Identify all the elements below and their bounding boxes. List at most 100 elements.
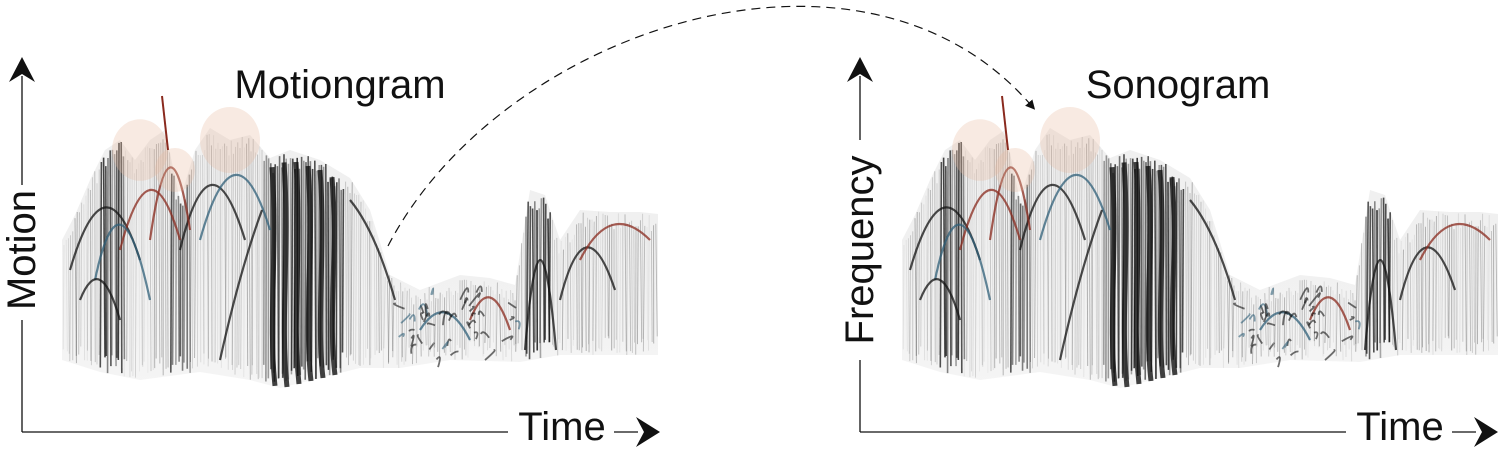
spectro-streak: [352, 193, 355, 361]
spectro-blob: [393, 302, 405, 310]
spectro-streak: [556, 237, 559, 356]
spectro-streak: [971, 157, 973, 372]
spectro-blob: [1313, 331, 1319, 340]
spectro-streak: [949, 150, 952, 367]
spectro-blob: [1262, 312, 1271, 323]
spectro-streak: [1312, 284, 1316, 347]
spectro-streak: [1097, 154, 1099, 380]
spectro-streak: [1378, 208, 1382, 359]
spectro-streak: [90, 177, 94, 366]
spectro-contour: [93, 223, 152, 301]
spectro-blob: [420, 312, 424, 321]
spectro-streak: [313, 160, 317, 380]
spectro-blob: [435, 356, 441, 368]
spectro-streak: [1250, 297, 1253, 349]
up-arrow-icon: [847, 57, 873, 82]
spectro-streak: [1067, 155, 1070, 370]
spectro-streak: [439, 292, 441, 358]
spectro-streak: [1323, 281, 1325, 354]
spectro-streak: [528, 206, 532, 360]
spectro-blob: [1308, 305, 1315, 313]
spectro-streak: [206, 134, 209, 359]
spectro-streak: [1070, 140, 1074, 370]
spectro-streak: [1427, 217, 1430, 345]
spectro-streak: [257, 154, 259, 380]
spectro-blob: [1324, 349, 1336, 361]
spectro-bar: [293, 161, 302, 385]
spectro-streak: [1071, 153, 1074, 366]
spectro-streak: [1150, 168, 1154, 372]
spectro-streak: [1179, 189, 1183, 373]
spectro-contour: [579, 223, 651, 261]
spectro-streak: [339, 189, 343, 373]
spectro-highlight: [1040, 107, 1100, 173]
spectro-streak: [499, 293, 502, 352]
spectro-streak: [1243, 287, 1246, 365]
spectro-wash: [902, 128, 1498, 388]
spectro-streak: [1210, 220, 1213, 359]
spectro-streak: [328, 178, 332, 376]
spectro-streak: [1479, 220, 1483, 343]
spectro-streak: [914, 218, 917, 364]
spectro-streak: [1490, 231, 1493, 342]
spectro-streak: [1226, 280, 1230, 363]
spectro-streak: [202, 154, 205, 354]
spectro-streak: [517, 265, 520, 344]
spectro-streak: [1050, 145, 1053, 362]
spectro-streak: [1409, 242, 1412, 353]
spectro-streak: [1046, 134, 1049, 359]
spectro-streak: [304, 162, 307, 380]
spectro-streak: [1256, 296, 1259, 347]
spectro-streak: [1017, 195, 1020, 362]
spectro-streak: [1155, 170, 1158, 379]
spectro-streak: [99, 161, 103, 368]
spectro-streak: [170, 173, 173, 373]
spectro-blob: [461, 298, 469, 311]
spectro-highlight: [155, 148, 195, 192]
spectro-streak: [905, 239, 908, 352]
spectro-blob: [408, 328, 415, 332]
right-arrow-icon: [1474, 417, 1498, 447]
spectro-streak: [310, 168, 314, 372]
spectro-blob: [1270, 287, 1274, 296]
spectro-streak: [1422, 212, 1424, 348]
spectro-streak: [510, 290, 513, 362]
spectro-streak: [158, 143, 161, 364]
spectro-streak: [164, 142, 167, 369]
spectro-streak: [1036, 154, 1039, 367]
spectro-streak: [380, 252, 382, 351]
spectro-streak: [930, 177, 934, 366]
spectro-wash: [62, 128, 658, 388]
spectro-blob: [1233, 302, 1245, 310]
spectro-streak: [599, 228, 602, 350]
spectro-blob: [1248, 328, 1255, 332]
spectro-streak: [926, 188, 929, 351]
spectro-bar: [1169, 176, 1178, 376]
spectro-streak: [501, 289, 504, 361]
spectro-contour: [988, 166, 1032, 241]
spectro-streak: [608, 224, 611, 339]
spectro-streak: [388, 275, 391, 364]
spectro-blob: [1250, 334, 1255, 347]
spectro-streak: [1439, 228, 1442, 350]
spectro-streak: [213, 135, 215, 363]
spectro-blob: [1311, 312, 1316, 317]
spectro-streak: [1199, 201, 1202, 366]
spectro-streak: [75, 212, 78, 356]
spectro-streak: [151, 148, 154, 370]
spectro-streak: [1321, 286, 1324, 357]
spectro-streak: [1000, 142, 1003, 358]
spectro-streak: [347, 186, 350, 366]
spectro-blob: [1354, 320, 1361, 330]
spectro-blob: [1260, 312, 1264, 321]
spectro-streak: [963, 150, 967, 377]
spectro-streak: [548, 212, 551, 342]
spectro-streak: [465, 279, 468, 356]
spectro-contour: [468, 296, 512, 331]
spectro-streak: [370, 220, 373, 359]
spectro-streak: [606, 215, 609, 337]
spectro-streak: [1011, 175, 1015, 365]
spectro-streak: [960, 142, 963, 374]
spectro-bar: [1157, 169, 1166, 379]
spectro-blob: [422, 312, 431, 323]
